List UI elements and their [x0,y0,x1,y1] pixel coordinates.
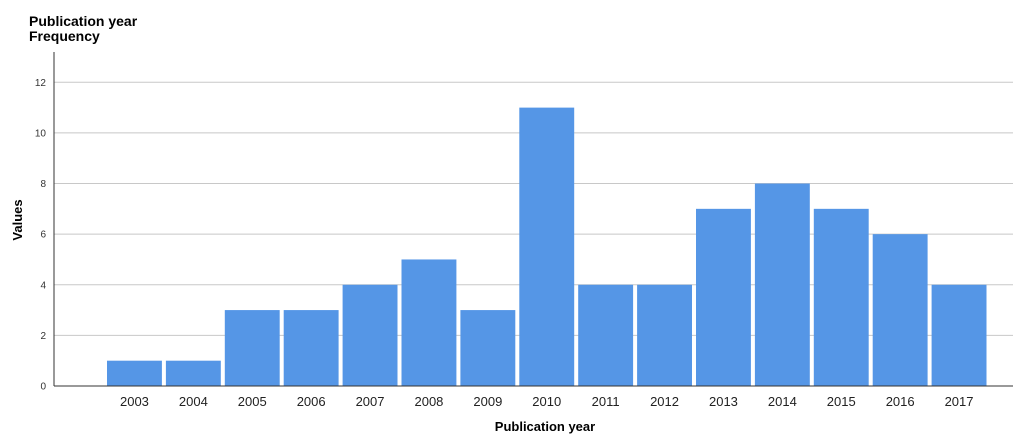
bar-2015 [813,208,869,386]
x-tick-label: 2011 [592,394,620,409]
bar-2012 [637,284,692,386]
x-axis-title: Publication year [495,419,595,434]
bar-2005 [224,310,280,386]
x-tick-label: 2003 [120,394,149,409]
x-tick-label: 2015 [827,394,856,409]
bar-2010 [519,107,575,386]
bar-2013 [696,208,751,386]
y-tick-label: 6 [40,230,46,241]
y-tick-label: 8 [40,179,46,190]
y-axis-ticks: 0 2 4 6 8 10 12 [35,78,47,393]
bar-2008 [401,259,457,386]
x-tick-label: 2009 [473,394,502,409]
chart-subtitle: Frequency [29,28,100,44]
x-tick-label: 2012 [650,394,679,409]
bar-2009 [460,310,516,386]
x-tick-label: 2014 [768,394,797,409]
x-tick-label: 2017 [945,394,974,409]
x-tick-label: 2013 [709,394,738,409]
chart-title-block: Publication year Frequency [29,14,137,44]
bar-2007 [342,284,398,386]
y-tick-label: 12 [35,78,47,89]
x-axis-ticks: 2003 2004 2005 2006 2007 2008 2009 2010 2011 2012… [120,394,974,409]
bar-2006 [283,310,339,386]
x-tick-label: 2010 [532,394,561,409]
x-tick-label: 2008 [414,394,443,409]
y-tick-label: 0 [40,382,46,393]
y-axis-title: Values [10,199,25,240]
x-tick-label: 2007 [356,394,385,409]
bar-2011 [578,284,634,386]
y-tick-label: 10 [35,128,47,139]
bar-2003 [107,360,162,386]
bar-2014 [754,183,810,386]
chart-title: Publication year [29,13,138,29]
x-tick-label: 2006 [297,394,326,409]
y-tick-label: 2 [40,331,46,342]
bars [107,107,987,386]
bar-2017 [931,284,987,386]
y-tick-label: 4 [40,280,46,291]
bar-2004 [165,360,221,386]
x-tick-label: 2005 [238,394,267,409]
bar-2016 [872,234,928,386]
x-tick-label: 2004 [179,394,208,409]
x-tick-label: 2016 [886,394,915,409]
